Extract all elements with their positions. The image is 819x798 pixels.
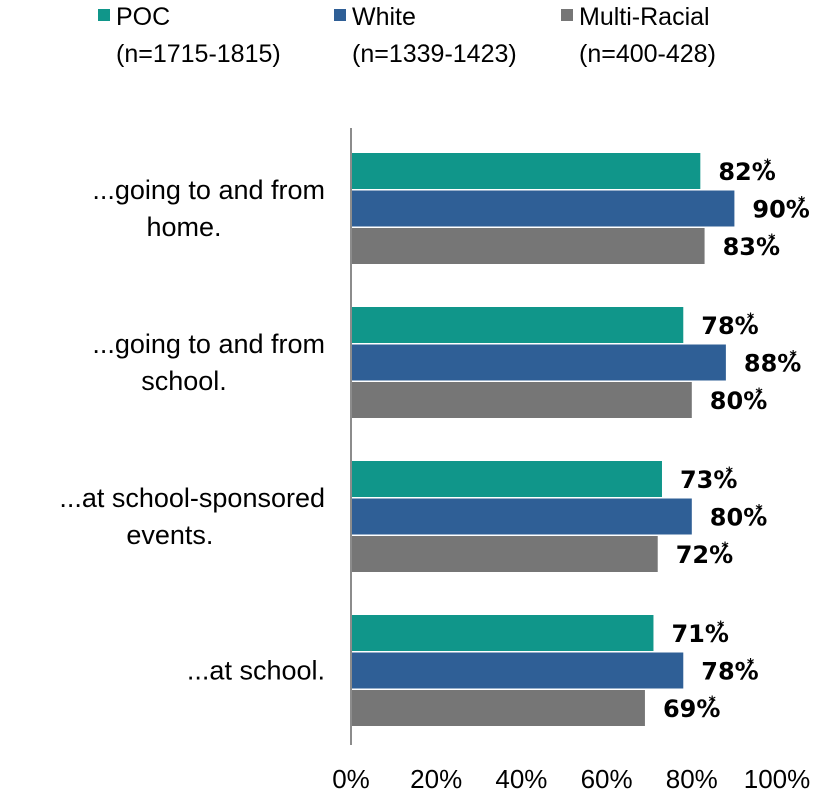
significance-marker: *: [798, 195, 806, 211]
legend-sample-size: (n=400-428): [579, 40, 716, 68]
bar-multi-racial-0: [352, 228, 705, 264]
category-label: ...at school.: [187, 656, 325, 686]
x-tick-label: 60%: [581, 764, 633, 794]
data-label: 88%: [744, 350, 801, 378]
category-label: events.: [126, 520, 213, 550]
x-tick-label: 80%: [666, 764, 718, 794]
significance-marker: *: [755, 386, 763, 402]
category-label: home.: [146, 212, 221, 242]
significance-marker: *: [755, 503, 763, 519]
category-label: school.: [141, 366, 227, 396]
legend-item-multi-racial: Multi-Racial (n=400-428): [561, 3, 716, 68]
data-label: 73%: [680, 466, 737, 494]
significance-marker: *: [768, 232, 776, 248]
legend-sample-size: (n=1715-1815): [116, 40, 281, 68]
x-tick-label: 20%: [410, 764, 462, 794]
bar-white-3: [352, 652, 684, 689]
legend-swatch: [334, 9, 346, 21]
significance-marker: *: [747, 657, 755, 673]
significance-marker: *: [717, 619, 725, 635]
x-tick-label: 100%: [744, 764, 811, 794]
data-label: 80%: [710, 504, 767, 532]
significance-marker: *: [764, 157, 772, 173]
bar-poc-0: [352, 153, 701, 189]
legend-sample-size: (n=1339-1423): [352, 40, 517, 68]
bar-multi-racial-1: [352, 382, 692, 418]
category-labels: ...going to and from home. ...going to and…: [59, 175, 325, 686]
bars: [352, 153, 735, 726]
legend-item-white: White (n=1339-1423): [334, 3, 517, 68]
x-axis-tick-labels: 0% 20% 40% 60% 80% 100%: [332, 764, 810, 794]
data-label: 83%: [723, 233, 780, 261]
bar-poc-3: [352, 615, 654, 651]
bar-multi-racial-2: [352, 536, 658, 572]
category-label: ...going to and from: [92, 175, 325, 205]
data-label: 78%: [701, 312, 758, 340]
significance-marker: *: [747, 311, 755, 327]
x-tick-label: 0%: [332, 764, 370, 794]
bar-poc-2: [352, 461, 662, 497]
data-label: 82%: [718, 158, 775, 186]
bar-white-0: [352, 190, 735, 227]
data-label: 90%: [752, 196, 809, 224]
data-label: 78%: [701, 658, 758, 686]
category-label: ...at school-sponsored: [59, 483, 325, 513]
x-tick-label: 40%: [495, 764, 547, 794]
legend-label: POC: [116, 3, 170, 31]
data-label: 72%: [676, 541, 733, 569]
bar-white-2: [352, 498, 692, 535]
legend-label: Multi-Racial: [579, 3, 710, 31]
significance-marker: *: [726, 465, 734, 481]
bar-white-1: [352, 344, 726, 381]
significance-marker: *: [789, 349, 797, 365]
data-label: 71%: [671, 620, 728, 648]
legend-label: White: [352, 3, 416, 31]
bar-poc-1: [352, 307, 684, 343]
data-label: 80%: [710, 387, 767, 415]
data-label: 69%: [663, 695, 720, 723]
legend-item-poc: POC (n=1715-1815): [98, 3, 281, 68]
bar-multi-racial-3: [352, 690, 645, 726]
category-label: ...going to and from: [92, 329, 325, 359]
legend: POC (n=1715-1815) White (n=1339-1423) Multi-…: [98, 3, 716, 68]
significance-marker: *: [721, 540, 729, 556]
legend-swatch: [98, 9, 110, 21]
legend-swatch: [561, 9, 573, 21]
value-labels: 82%*90%*83%*78%*88%*80%*73%*80%*72%*71%*…: [663, 157, 810, 723]
significance-marker: *: [709, 694, 717, 710]
